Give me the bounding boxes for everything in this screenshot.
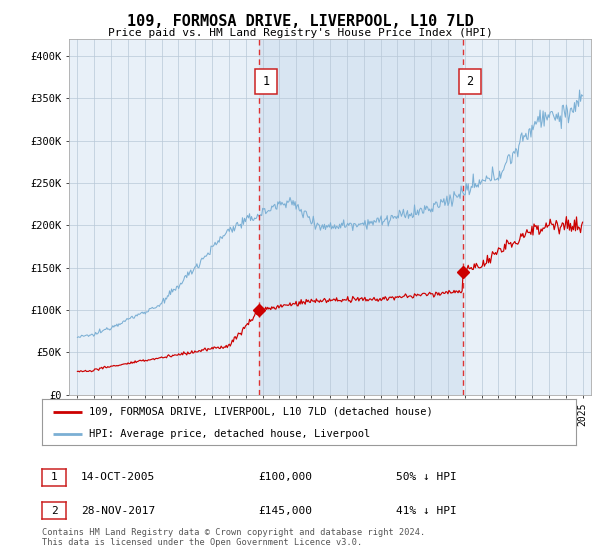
Text: 50% ↓ HPI: 50% ↓ HPI <box>396 472 457 482</box>
Text: 2: 2 <box>50 506 58 516</box>
FancyBboxPatch shape <box>255 69 277 94</box>
Bar <box>259 39 463 395</box>
Text: £145,000: £145,000 <box>258 506 312 516</box>
Text: 109, FORMOSA DRIVE, LIVERPOOL, L10 7LD: 109, FORMOSA DRIVE, LIVERPOOL, L10 7LD <box>127 14 473 29</box>
FancyBboxPatch shape <box>459 69 481 94</box>
Text: 109, FORMOSA DRIVE, LIVERPOOL, L10 7LD (detached house): 109, FORMOSA DRIVE, LIVERPOOL, L10 7LD (… <box>89 407 433 417</box>
Text: HPI: Average price, detached house, Liverpool: HPI: Average price, detached house, Live… <box>89 428 370 438</box>
Text: 2: 2 <box>466 75 473 88</box>
Text: Contains HM Land Registry data © Crown copyright and database right 2024.
This d: Contains HM Land Registry data © Crown c… <box>42 528 425 547</box>
Text: 1: 1 <box>50 472 58 482</box>
Text: 1: 1 <box>262 75 269 88</box>
Text: 41% ↓ HPI: 41% ↓ HPI <box>396 506 457 516</box>
Text: Price paid vs. HM Land Registry's House Price Index (HPI): Price paid vs. HM Land Registry's House … <box>107 28 493 38</box>
Text: 14-OCT-2005: 14-OCT-2005 <box>81 472 155 482</box>
Text: £100,000: £100,000 <box>258 472 312 482</box>
Text: 28-NOV-2017: 28-NOV-2017 <box>81 506 155 516</box>
